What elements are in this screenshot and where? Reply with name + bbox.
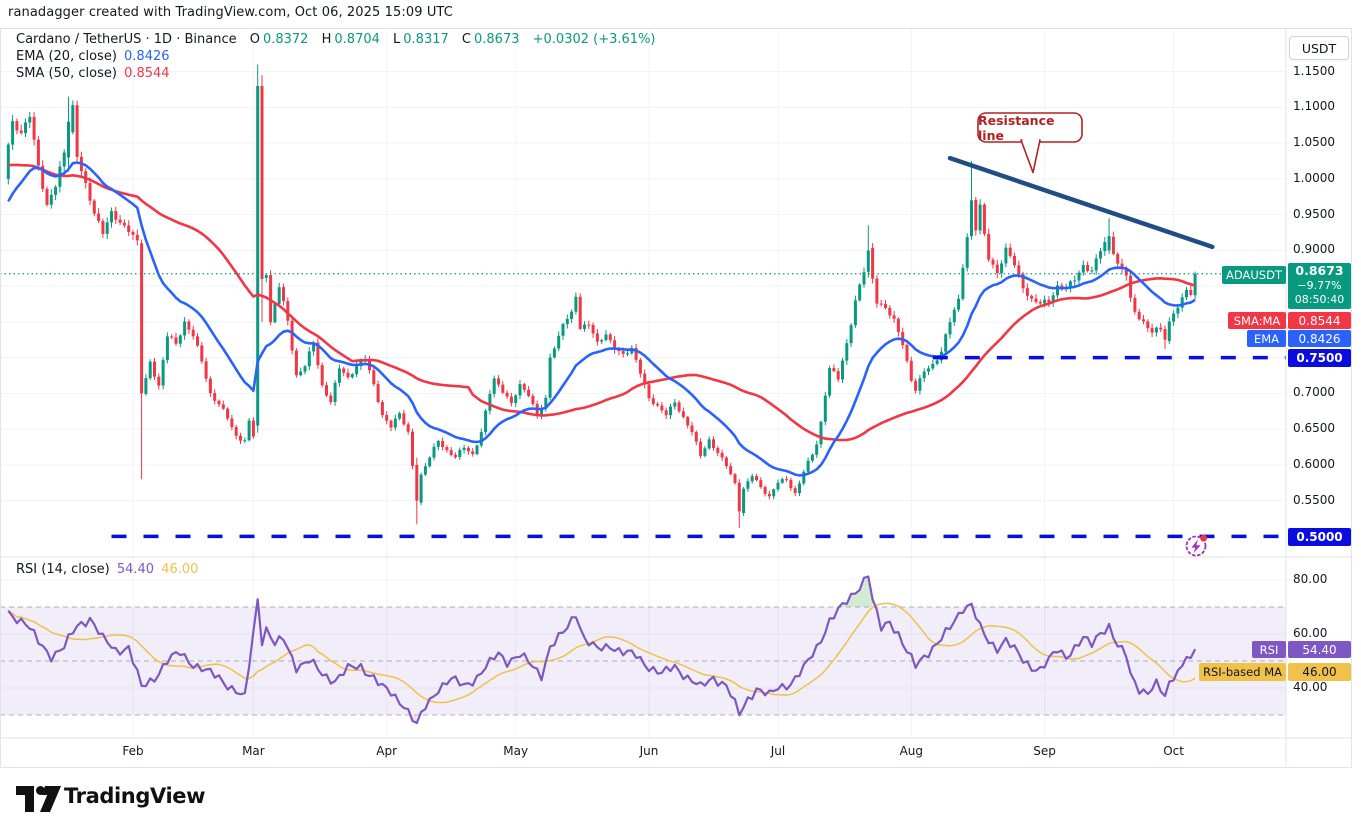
time-axis-label-sep: Sep: [1033, 744, 1056, 758]
support-level-badge-0-75: 0.7500: [1288, 349, 1351, 367]
time-axis-label-oct: Oct: [1163, 744, 1184, 758]
close-value: 0.8673: [474, 32, 520, 47]
resistance-line-callout[interactable]: Resistance line: [978, 112, 1055, 143]
price-tick-0.6000: 0.6000: [1293, 456, 1335, 471]
close-label: C: [461, 32, 471, 47]
rsi-tick-40.00: 40.00: [1293, 680, 1328, 694]
resistance-trend-line[interactable]: [947, 155, 1215, 250]
sma50-line: [8, 163, 1196, 442]
time-axis[interactable]: Feb Mar Apr May Jun Jul Aug Sep Oct: [0, 738, 1286, 768]
rsi-value-badge: 54.40: [1288, 641, 1351, 658]
symbol-series-tag: ADAUSDT: [1222, 266, 1286, 284]
low-value: 0.8317: [403, 32, 449, 47]
ema20-line: [7, 161, 1196, 477]
last-price-value: 0.8673: [1295, 263, 1344, 279]
watermark-credit: ranadagger created with TradingView.com,…: [8, 5, 453, 20]
price-tick-0.7000: 0.7000: [1293, 385, 1335, 400]
time-axis-label-jul: Jul: [770, 744, 786, 758]
high-label: H: [321, 32, 332, 47]
rsi-label: RSI (14, close): [16, 562, 110, 577]
sma-value: 0.8544: [124, 66, 170, 81]
time-axis-label-feb: Feb: [122, 744, 144, 758]
change-value: +0.0302 (+3.61%): [532, 32, 656, 47]
time-axis-label-aug: Aug: [899, 744, 924, 758]
time-axis-label-apr: Apr: [376, 744, 398, 758]
sma-series-tag: SMA:MA: [1228, 312, 1286, 329]
price-tick-0.9500: 0.9500: [1293, 206, 1335, 221]
rsi-line: [7, 575, 1197, 725]
tradingview-logo-icon[interactable]: [16, 786, 61, 812]
ema-price-badge: 0.8426: [1288, 330, 1351, 347]
price-tick-0.5500: 0.5500: [1293, 492, 1335, 507]
bar-countdown: 08:50:40: [1294, 293, 1345, 307]
last-price-badge: 0.8673 −9.77% 08:50:40: [1288, 263, 1351, 309]
currency-unit-button[interactable]: USDT: [1289, 36, 1349, 60]
rsi-ma-value: 46.00: [161, 562, 199, 577]
time-axis-label-mar: Mar: [242, 744, 265, 758]
rsi-axis[interactable]: 80.00 60.00 40.00: [1286, 557, 1361, 738]
rsi-series-tag: RSI: [1252, 641, 1286, 658]
time-axis-label-may: May: [503, 744, 529, 758]
open-value: 0.8372: [262, 32, 309, 47]
ema-label: EMA (20, close): [16, 49, 117, 64]
price-tick-0.9000: 0.9000: [1293, 242, 1335, 257]
symbol-legend-row[interactable]: Cardano / TetherUS · 1D · Binance O 0.837…: [16, 32, 659, 47]
price-tick-1.0500: 1.0500: [1293, 135, 1335, 150]
price-tick-1.1000: 1.1000: [1293, 99, 1335, 114]
ema-legend-row[interactable]: EMA (20, close) 0.8426: [16, 49, 173, 64]
rsi-tick-60.00: 60.00: [1293, 626, 1328, 640]
rsi-tick-80.00: 80.00: [1293, 572, 1328, 586]
rsi-ma-value-badge: 46.00: [1288, 663, 1351, 681]
open-label: O: [249, 32, 260, 47]
rsi-ma-series-tag: RSI-based MA: [1199, 663, 1286, 681]
symbol-title[interactable]: Cardano / TetherUS · 1D · Binance: [16, 32, 237, 47]
ema-series-tag: EMA: [1247, 330, 1286, 347]
time-axis-label-jun: Jun: [639, 744, 659, 758]
chart-events-lightning-icon[interactable]: [1185, 534, 1208, 557]
price-tick-1.1500: 1.1500: [1293, 63, 1335, 78]
high-value: 0.8704: [334, 32, 380, 47]
price-axis[interactable]: 1.1500 1.1000 1.0500 1.0000 0.9500 0.9000 0.70…: [1286, 28, 1361, 557]
low-label: L: [393, 32, 401, 47]
price-tick-1.0000: 1.0000: [1293, 170, 1335, 185]
rsi-legend-row[interactable]: RSI (14, close) 54.40 46.00: [16, 562, 201, 577]
sma-legend-row[interactable]: SMA (50, close) 0.8544: [16, 66, 173, 81]
support-level-badge-0-50: 0.5000: [1288, 528, 1351, 546]
price-tick-0.6500: 0.6500: [1293, 421, 1335, 436]
rsi-value: 54.40: [116, 562, 155, 577]
tradingview-brand-text[interactable]: TradingView: [64, 784, 206, 808]
ema-value: 0.8426: [124, 49, 170, 64]
rsi-ma-line: [7, 602, 1196, 704]
sma-price-badge: 0.8544: [1288, 312, 1351, 329]
session-change-value: −9.77%: [1297, 278, 1342, 292]
sma-label: SMA (50, close): [16, 66, 117, 81]
